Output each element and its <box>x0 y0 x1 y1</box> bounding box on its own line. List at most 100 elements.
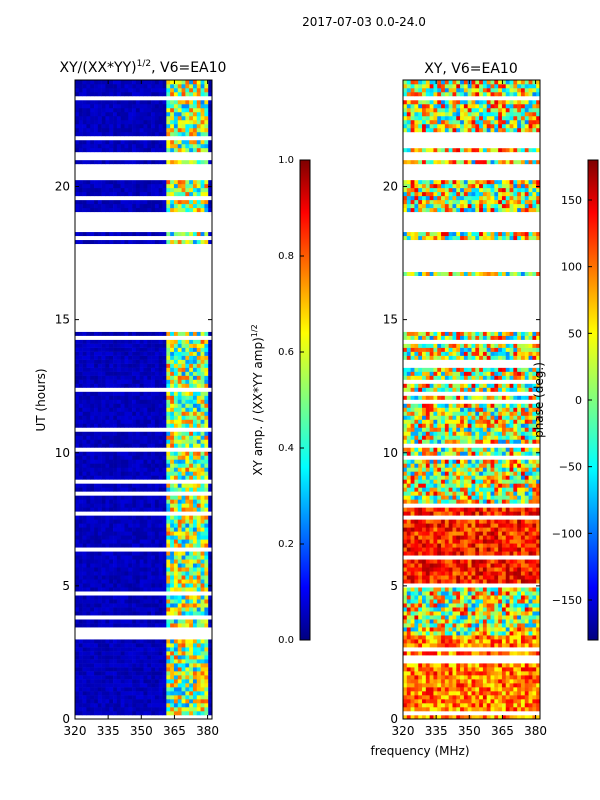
heatmap-cell <box>139 451 144 456</box>
heatmap-cell <box>448 631 453 636</box>
heatmap-cell <box>498 667 503 672</box>
heatmap-cell <box>482 611 488 616</box>
heatmap-cell <box>143 331 148 336</box>
heatmap-cell <box>460 619 465 624</box>
heatmap-cell <box>139 339 144 344</box>
heatmap-cell <box>75 583 80 588</box>
heatmap-cell <box>471 703 476 708</box>
heatmap-cell <box>94 343 99 348</box>
heatmap-cell <box>151 695 156 700</box>
heatmap-cell <box>185 375 190 380</box>
heatmap-cell <box>536 691 540 696</box>
heatmap-cell <box>166 367 171 372</box>
heatmap-cell <box>113 331 118 336</box>
heatmap-cell <box>192 499 198 504</box>
heatmap-cell <box>505 635 510 640</box>
heatmap-cell <box>151 391 156 396</box>
heatmap-cell <box>173 683 179 688</box>
heatmap-cell <box>124 459 129 464</box>
heatmap-cell <box>200 595 205 600</box>
heatmap-cell <box>105 359 110 364</box>
heatmap-cell <box>162 539 167 544</box>
heatmap-cell <box>135 507 140 512</box>
heatmap-cell <box>498 703 503 708</box>
heatmap-cell <box>120 375 125 380</box>
heatmap-cell <box>482 639 488 644</box>
heatmap-cell <box>536 703 540 708</box>
heatmap-cell <box>475 623 480 628</box>
heatmap-cell <box>143 183 148 189</box>
heatmap-cell <box>124 455 129 460</box>
heatmap-cell <box>109 91 114 97</box>
heatmap-cell <box>200 699 205 704</box>
heatmap-cell <box>97 607 102 612</box>
heatmap-cell <box>166 331 171 336</box>
heatmap-cell <box>105 80 110 85</box>
heatmap-cell <box>452 603 457 608</box>
heatmap-cell <box>94 91 99 97</box>
heatmap-cell <box>132 495 137 500</box>
heatmap-cell <box>147 419 152 424</box>
heatmap-cell <box>143 439 148 444</box>
heatmap-cell <box>86 415 91 420</box>
heatmap-cell <box>120 99 125 105</box>
heatmap-cell <box>463 631 468 636</box>
heatmap-cell <box>143 139 148 145</box>
heatmap-cell <box>120 411 125 416</box>
heatmap-cell <box>200 611 205 616</box>
heatmap-cell <box>101 103 106 109</box>
heatmap-cell <box>166 419 171 424</box>
heatmap-cell <box>135 655 140 660</box>
heatmap-cell <box>185 107 190 113</box>
heatmap-cell <box>90 475 95 480</box>
heatmap-cell <box>471 619 476 624</box>
heatmap-cell <box>154 531 160 536</box>
heatmap-cell <box>75 451 80 456</box>
heatmap-cell <box>116 451 121 456</box>
heatmap-cell <box>204 435 209 440</box>
heatmap-cell <box>520 643 526 648</box>
heatmap-cell <box>204 495 209 500</box>
heatmap-cell <box>471 639 476 644</box>
heatmap-cell <box>94 159 99 165</box>
heatmap-cell <box>166 115 171 121</box>
heatmap-cell <box>82 103 87 109</box>
heatmap-cell <box>403 679 408 684</box>
heatmap-cell <box>158 655 163 660</box>
heatmap-cell <box>90 611 95 616</box>
heatmap-cell <box>120 359 125 364</box>
heatmap-cell <box>189 699 194 704</box>
heatmap-cell <box>494 715 499 719</box>
heatmap-cell <box>173 515 179 520</box>
heatmap-cell <box>94 187 99 193</box>
heatmap-cell <box>509 687 514 692</box>
heatmap-cell <box>132 423 137 428</box>
heatmap-cell <box>86 467 91 472</box>
heatmap-cell <box>105 563 110 568</box>
heatmap-cell <box>173 119 179 125</box>
heatmap-cell <box>132 187 137 193</box>
heatmap-cell <box>113 531 118 536</box>
heatmap-cell <box>147 619 152 624</box>
heatmap-cell <box>170 87 175 93</box>
heatmap-cell <box>75 179 80 185</box>
heatmap-cell <box>501 687 507 692</box>
heatmap-cell <box>528 619 533 624</box>
heatmap-cell <box>162 531 167 536</box>
heatmap-cell <box>173 355 179 360</box>
heatmap-cell <box>139 407 144 412</box>
heatmap-cell <box>97 371 102 376</box>
heatmap-cell <box>120 551 125 556</box>
heatmap-cell <box>425 627 430 632</box>
heatmap-cell <box>90 99 95 105</box>
heatmap-cell <box>475 671 480 676</box>
heatmap-cell <box>192 379 198 384</box>
heatmap-cell <box>116 187 121 193</box>
heatmap-cell <box>524 691 529 696</box>
heatmap-cell <box>204 331 209 336</box>
heatmap-cell <box>116 391 121 396</box>
heatmap-cell <box>196 559 201 564</box>
heatmap-cell <box>135 123 140 129</box>
heatmap-cell <box>200 159 205 165</box>
heatmap-cell <box>75 483 80 488</box>
